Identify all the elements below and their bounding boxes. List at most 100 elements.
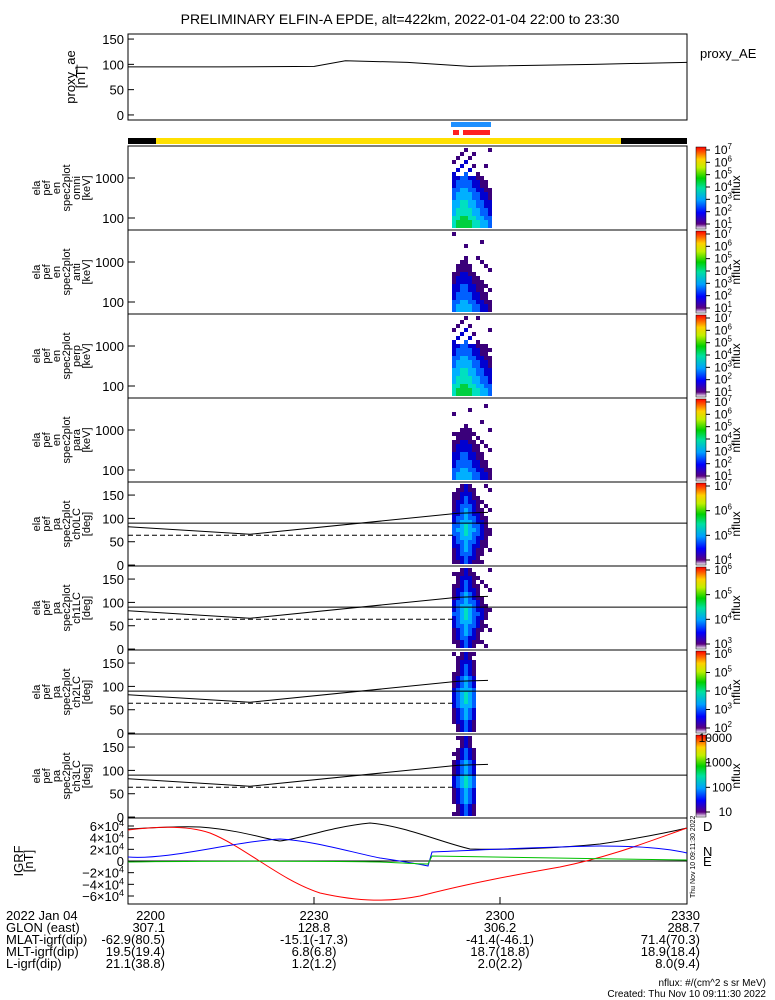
heatmap-cell [460,720,464,724]
heatmap-cell [460,764,464,768]
heatmap-cell [464,592,468,596]
heatmap-cell [460,652,464,656]
heatmap-cell [468,220,472,224]
heatmap-cell [456,736,460,740]
heatmap-cell [464,668,468,672]
heatmap-cell [464,216,468,220]
heatmap-cell [468,200,472,204]
panel-ch0LC: 150100500elapefpaspec2plotch0LC[deg]1071… [31,478,743,573]
heatmap-cell [464,760,468,764]
heatmap-cell [472,356,476,360]
heatmap-cell [468,792,472,796]
heatmap-cell [484,220,488,224]
status-bars [128,122,687,144]
heatmap-cell [464,636,468,640]
heatmap-cell [464,736,468,740]
heatmap-cell [464,344,468,348]
heatmap-cell [468,764,472,768]
heatmap-cell [460,152,464,156]
heatmap-cell [456,532,460,536]
heatmap-cell [464,484,468,488]
heatmap-cell [460,492,464,496]
heatmap-cell [476,552,480,556]
igrf-n-line [127,838,688,867]
heatmap-cell [464,304,468,308]
heatmap-cell [452,672,456,676]
heatmap-cell [480,528,484,532]
heatmap-cell [456,176,460,180]
heatmap-cell [472,488,476,492]
heatmap-cell [464,376,468,380]
heatmap-cell [452,384,456,388]
xaxis-value: 2.0(2.2) [478,956,523,971]
heatmap-cell [476,548,480,552]
heatmap-cell [452,448,456,452]
heatmap-cell [460,592,464,596]
xaxis-row-label: L-igrf(dip) [6,956,62,971]
heatmap-cell [468,532,472,536]
heatmap-cell [452,608,456,612]
heatmap-cell [452,688,456,692]
heatmap-cell [460,288,464,292]
heatmap-cell [464,340,468,344]
heatmap-cell [464,260,468,264]
igrf-ytick-label: −2×104 [82,865,124,881]
heatmap-cell [472,556,476,560]
heatmap-cell [460,280,464,284]
heatmap-cell [480,224,484,228]
heatmap-cell [472,504,476,508]
heatmap-cell [460,560,464,564]
heatmap-cell [460,712,464,716]
heatmap-cell [468,384,472,388]
heatmap-cell [460,632,464,636]
heatmap-cell [484,624,488,628]
heatmap-cell [468,392,472,396]
heatmap-cell [452,280,456,284]
heatmap-cell [468,388,472,392]
heatmap-cell [472,520,476,524]
heatmap-cell [456,212,460,216]
heatmap-cell [468,168,472,172]
heatmap-cell [488,472,492,476]
heatmap-cell [452,464,456,468]
heatmap-cell [468,596,472,600]
heatmap-cell [488,508,492,512]
ytick-label: 100 [102,211,124,226]
heatmap-cell [472,276,476,280]
heatmap-cell [460,748,464,752]
heatmap-cell [460,376,464,380]
heatmap-cell [472,528,476,532]
heatmap-cell [468,632,472,636]
heatmap-cell [480,604,484,608]
heatmap-cell [488,376,492,380]
heatmap-cell [468,356,472,360]
heatmap-cell [468,696,472,700]
heatmap-cell [484,468,488,472]
heatmap-cell [480,516,484,520]
heatmap-cell [472,440,476,444]
heatmap-cell [464,680,468,684]
heatmap-cell [476,472,480,476]
heatmap-cell [480,540,484,544]
panel-frame [127,565,688,651]
heatmap-cell [468,360,472,364]
heatmap-cell [472,492,476,496]
heatmap-perp [452,316,492,396]
heatmap-cell [464,696,468,700]
heatmap-cell [484,444,488,448]
igrf-ytick-label: −4×104 [82,876,124,892]
heatmap-cell [468,524,472,528]
heatmap-cell [460,660,464,664]
heatmap-cell [484,616,488,620]
heatmap-cell [480,344,484,348]
heatmap-cell [452,548,456,552]
proxy-ae-ytick-label: 0 [117,108,124,123]
proxy-ae-ytick-label: 150 [102,32,124,47]
heatmap-cell [460,380,464,384]
heatmap-cell [480,468,484,472]
heatmap-cell [452,432,456,436]
panel-frame [127,649,688,735]
heatmap-cell [472,360,476,364]
heatmap-cell [468,640,472,644]
xaxis-value: 1.2(1.2) [292,956,337,971]
